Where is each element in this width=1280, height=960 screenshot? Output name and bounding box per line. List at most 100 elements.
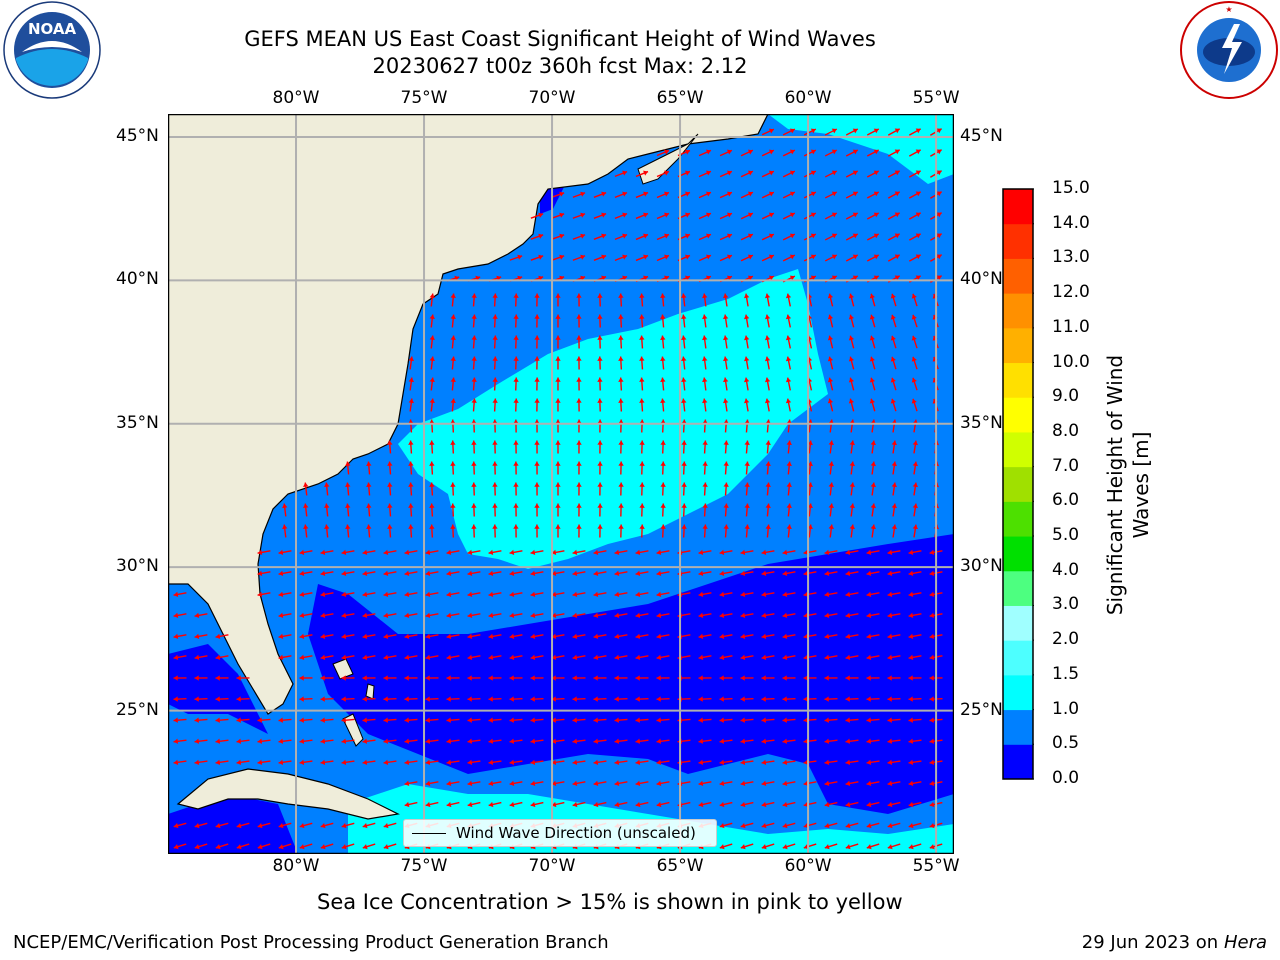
arrow-head	[639, 293, 645, 298]
arrow-head	[845, 549, 851, 556]
arrow-head	[513, 293, 519, 298]
arrow-head	[446, 738, 452, 744]
arrow-head	[513, 356, 519, 361]
arrow-head	[643, 170, 649, 176]
arrow-head	[576, 398, 582, 403]
arrow-head	[538, 233, 544, 239]
arrow-head	[782, 633, 788, 640]
colorbar-tick-label: 13.0	[1052, 247, 1090, 268]
arrow-head	[782, 612, 788, 619]
arrow-head	[761, 823, 767, 829]
arrow-head	[845, 801, 851, 808]
arrow-head	[488, 612, 494, 619]
arrow-head	[383, 738, 389, 744]
arrow-head	[929, 759, 935, 765]
arrow-head	[643, 233, 649, 239]
arrow-head	[936, 191, 942, 197]
arrow-head	[362, 759, 368, 765]
latitude-label: 30°N	[960, 556, 1003, 577]
arrow-head	[765, 461, 771, 466]
arrow-head	[719, 696, 724, 702]
arrow-head	[891, 461, 897, 467]
arrow-head	[786, 524, 792, 530]
arrow-head	[450, 440, 456, 445]
arrow-head	[740, 675, 745, 681]
arrow-head	[698, 633, 704, 640]
arrow-head	[761, 844, 767, 850]
arrow-head	[614, 633, 620, 640]
arrow-head	[320, 717, 325, 723]
arrow-head	[555, 335, 561, 340]
arrow-head	[912, 482, 919, 488]
arrow-head	[719, 591, 725, 598]
map-title: GEFS MEAN US East Coast Significant Heig…	[244, 27, 876, 51]
arrow-head	[383, 823, 389, 829]
arrow-head	[911, 377, 917, 383]
arrow-head	[908, 823, 914, 829]
arrow-head	[513, 314, 519, 319]
arrow-head	[786, 440, 792, 446]
arrow-head	[866, 780, 872, 787]
colorbar-tick-label: 0.0	[1052, 768, 1080, 788]
arrow-head	[488, 591, 494, 598]
arrow-head	[345, 503, 351, 508]
arrow-head	[743, 314, 750, 320]
arrow-head	[425, 717, 430, 723]
arrow-head	[509, 591, 515, 598]
footer-date: 29 Jun 2023 on Hera	[1081, 932, 1267, 953]
arrow-head	[887, 591, 893, 598]
arrow-head	[890, 377, 896, 383]
arrow-head	[639, 461, 645, 466]
arrow-head	[740, 801, 746, 808]
arrow-head	[702, 314, 708, 320]
arrow-head	[891, 524, 897, 530]
arrow-head	[761, 738, 767, 744]
arrow-head	[764, 377, 771, 383]
arrow-head	[894, 191, 900, 197]
arrow-head	[782, 654, 788, 661]
arrow-head	[513, 398, 519, 403]
arrow-head	[908, 675, 913, 681]
arrow-head	[450, 503, 456, 508]
arrow-head	[656, 759, 662, 765]
arrow-head	[530, 612, 536, 619]
arrow-head	[593, 654, 599, 661]
arrow-head	[635, 801, 641, 808]
arrow-head	[915, 212, 921, 218]
arrow-head	[593, 801, 599, 808]
arrow-head	[429, 524, 435, 529]
arrow-head	[324, 524, 330, 530]
arrow-head	[831, 254, 837, 260]
arrow-head	[320, 654, 326, 661]
arrow-head	[236, 717, 241, 723]
arrow-head	[726, 170, 732, 176]
arrow-head	[719, 675, 724, 681]
arrow-head	[656, 738, 662, 744]
arrow-head	[513, 440, 519, 445]
arrow-head	[915, 128, 921, 134]
arrow-head	[635, 570, 641, 577]
arrow-head	[929, 591, 935, 598]
arrow-head	[492, 440, 498, 445]
arrow-head	[660, 524, 666, 529]
arrow-head	[425, 696, 430, 702]
arrow-head	[559, 212, 565, 218]
arrow-head	[848, 293, 855, 299]
arrow-head	[660, 314, 666, 319]
latitude-label: 40°N	[116, 269, 159, 290]
arrow-head	[576, 440, 582, 445]
arrow-head	[555, 356, 561, 361]
arrow-head	[908, 633, 914, 640]
arrow-head	[236, 823, 242, 829]
arrow-head	[743, 398, 750, 404]
arrow-head	[341, 570, 347, 577]
arrow-head	[698, 759, 704, 765]
arrow-head	[698, 570, 704, 577]
arrow-head	[869, 314, 875, 320]
arrow-head	[764, 314, 771, 320]
latitude-label: 40°N	[960, 269, 1003, 290]
arrow-head	[911, 356, 917, 362]
arrow-head	[639, 398, 645, 403]
arrow-head	[768, 254, 774, 260]
arrow-head	[320, 570, 326, 577]
